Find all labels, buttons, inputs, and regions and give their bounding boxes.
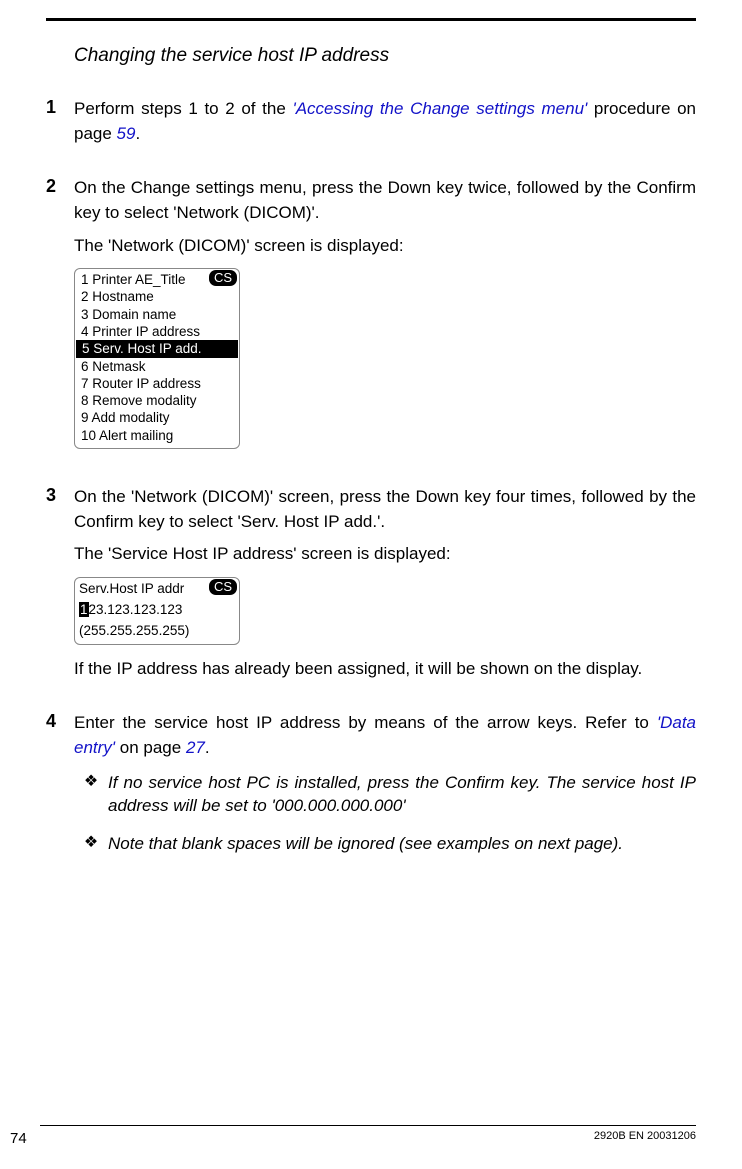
- document-code: 2920B EN 20031206: [594, 1130, 696, 1147]
- diamond-icon: ❖: [74, 832, 108, 856]
- menu-item-10: 10 Alert mailing: [75, 427, 239, 444]
- step-1-post: .: [135, 124, 140, 143]
- bullet-1: ❖ If no service host PC is installed, pr…: [74, 771, 696, 819]
- ip-rest: 23.123.123.123: [89, 602, 183, 617]
- ip-cursor-char: 1: [79, 602, 89, 617]
- page-59-link[interactable]: 59: [117, 124, 136, 143]
- ip-value-line: 123.123.123.123: [79, 601, 235, 618]
- step-4-pre: Enter the service host IP address by mea…: [74, 713, 657, 732]
- bullet-1-text: If no service host PC is installed, pres…: [108, 771, 696, 819]
- page-footer: 74 2920B EN 20031206: [0, 1125, 742, 1147]
- section-title: Changing the service host IP address: [74, 45, 696, 67]
- service-host-ip-screen: CS Serv.Host IP addr 123.123.123.123 (25…: [74, 577, 240, 645]
- menu-item-8: 8 Remove modality: [75, 392, 239, 409]
- footer-line: 74 2920B EN 20031206: [10, 1130, 696, 1147]
- step-2-num: 2: [46, 176, 74, 463]
- step-4-bullets: ❖ If no service host PC is installed, pr…: [74, 771, 696, 856]
- page: Changing the service host IP address 1 P…: [0, 0, 742, 1169]
- menu-item-5: 5 Serv. Host IP add.: [76, 340, 238, 357]
- step-4-num: 4: [46, 711, 74, 870]
- screen-frame: CS 1 Printer AE_Title2 Hostname3 Domain …: [74, 268, 240, 449]
- step-3: 3 On the 'Network (DICOM)' screen, press…: [46, 485, 696, 689]
- menu-item-9: 9 Add modality: [75, 409, 239, 426]
- ip-mask-line: (255.255.255.255): [79, 622, 235, 639]
- page-27-link[interactable]: 27: [186, 738, 205, 757]
- step-1-pre: Perform steps 1 to 2 of the: [74, 99, 292, 118]
- page-number: 74: [10, 1130, 27, 1147]
- step-2-p1: On the Change settings menu, press the D…: [74, 176, 696, 225]
- bullet-2-text: Note that blank spaces will be ignored (…: [108, 832, 696, 856]
- step-1-body: Perform steps 1 to 2 of the 'Accessing t…: [74, 97, 696, 154]
- menu-item-3: 3 Domain name: [75, 306, 239, 323]
- ip-screen-frame: CS Serv.Host IP addr 123.123.123.123 (25…: [74, 577, 240, 645]
- step-4: 4 Enter the service host IP address by m…: [46, 711, 696, 870]
- step-3-num: 3: [46, 485, 74, 689]
- step-1: 1 Perform steps 1 to 2 of the 'Accessing…: [46, 97, 696, 154]
- step-3-body: On the 'Network (DICOM)' screen, press t…: [74, 485, 696, 689]
- menu-item-4: 4 Printer IP address: [75, 323, 239, 340]
- step-3-after: If the IP address has already been assig…: [74, 657, 696, 682]
- step-2-body: On the Change settings menu, press the D…: [74, 176, 696, 463]
- step-1-num: 1: [46, 97, 74, 154]
- step-4-body: Enter the service host IP address by mea…: [74, 711, 696, 870]
- menu-item-6: 6 Netmask: [75, 358, 239, 375]
- accessing-menu-link[interactable]: 'Accessing the Change settings menu': [292, 99, 587, 118]
- footer-rule: [40, 1125, 696, 1126]
- step-3-p2: The 'Service Host IP address' screen is …: [74, 542, 696, 567]
- network-dicom-screen: CS 1 Printer AE_Title2 Hostname3 Domain …: [74, 268, 240, 449]
- step-4-mid: on page: [115, 738, 186, 757]
- step-4-post: .: [205, 738, 210, 757]
- step-2: 2 On the Change settings menu, press the…: [46, 176, 696, 463]
- menu-item-2: 2 Hostname: [75, 288, 239, 305]
- step-2-p2: The 'Network (DICOM)' screen is displaye…: [74, 234, 696, 259]
- cs-badge-2: CS: [209, 579, 237, 595]
- top-rule: [46, 18, 696, 21]
- cs-badge: CS: [209, 270, 237, 286]
- bullet-2: ❖ Note that blank spaces will be ignored…: [74, 832, 696, 856]
- menu-item-7: 7 Router IP address: [75, 375, 239, 392]
- diamond-icon: ❖: [74, 771, 108, 819]
- step-3-p1: On the 'Network (DICOM)' screen, press t…: [74, 485, 696, 534]
